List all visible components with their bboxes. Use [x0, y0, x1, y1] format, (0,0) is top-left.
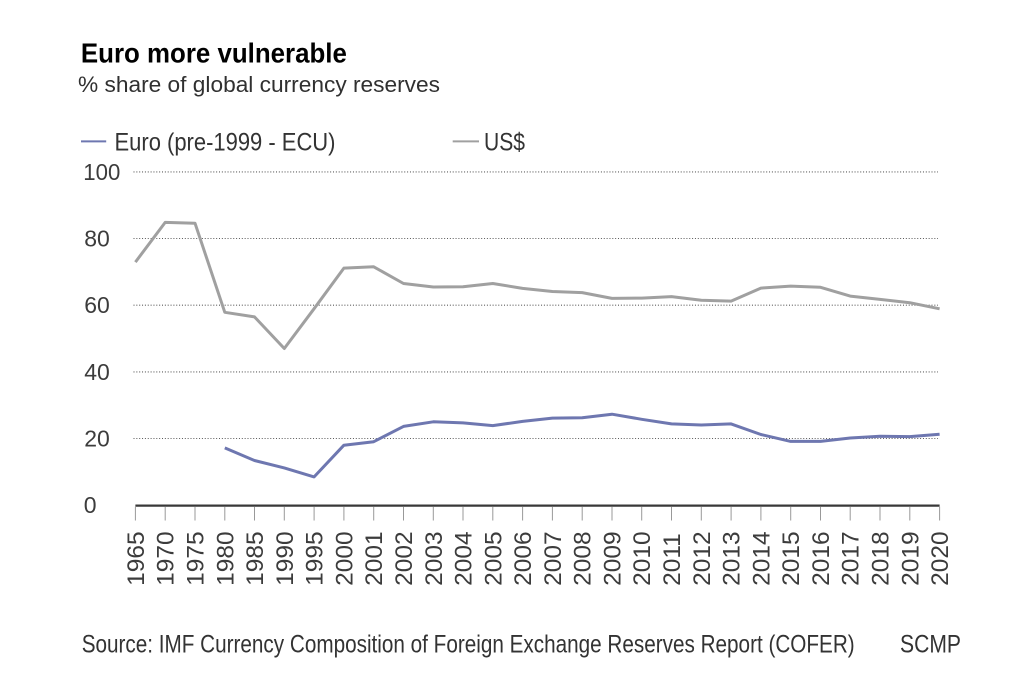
svg-text:2009: 2009	[600, 531, 627, 586]
svg-text:Source: IMF Currency Compositi: Source: IMF Currency Composition of Fore…	[82, 631, 855, 659]
svg-text:2012: 2012	[689, 531, 716, 586]
svg-text:2005: 2005	[480, 531, 507, 586]
svg-text:1990: 1990	[272, 531, 299, 586]
svg-text:SCMP: SCMP	[900, 631, 961, 659]
svg-text:2019: 2019	[897, 531, 924, 586]
svg-text:1975: 1975	[183, 531, 210, 586]
svg-text:100: 100	[83, 159, 120, 185]
svg-text:2014: 2014	[748, 531, 775, 586]
svg-text:2018: 2018	[868, 531, 895, 586]
svg-text:2004: 2004	[451, 531, 478, 586]
svg-text:2002: 2002	[391, 531, 418, 586]
svg-text:80: 80	[84, 226, 110, 252]
svg-text:2016: 2016	[808, 531, 835, 586]
svg-text:2015: 2015	[778, 531, 805, 586]
svg-text:2003: 2003	[421, 531, 448, 586]
svg-text:2007: 2007	[540, 531, 567, 586]
svg-text:1980: 1980	[212, 531, 239, 586]
svg-text:1965: 1965	[123, 531, 150, 586]
svg-text:2001: 2001	[361, 531, 388, 586]
svg-text:20: 20	[84, 426, 110, 452]
svg-text:2000: 2000	[331, 531, 358, 586]
svg-text:2010: 2010	[629, 531, 656, 586]
svg-text:2020: 2020	[927, 531, 954, 586]
svg-text:US$: US$	[484, 128, 525, 156]
svg-text:0: 0	[84, 492, 97, 518]
svg-text:1985: 1985	[242, 531, 269, 586]
svg-text:2006: 2006	[510, 531, 537, 586]
svg-text:40: 40	[84, 359, 110, 385]
svg-text:2008: 2008	[570, 531, 597, 586]
svg-text:2017: 2017	[838, 531, 865, 586]
svg-text:Euro (pre-1999 - ECU): Euro (pre-1999 - ECU)	[115, 128, 336, 156]
svg-text:2011: 2011	[659, 533, 686, 586]
svg-text:1995: 1995	[302, 531, 329, 586]
svg-text:2013: 2013	[719, 531, 746, 586]
svg-text:% share of global currency res: % share of global currency reserves	[78, 72, 440, 97]
svg-text:Euro more vulnerable: Euro more vulnerable	[81, 38, 347, 69]
svg-text:60: 60	[84, 292, 110, 318]
svg-text:1970: 1970	[153, 531, 180, 586]
